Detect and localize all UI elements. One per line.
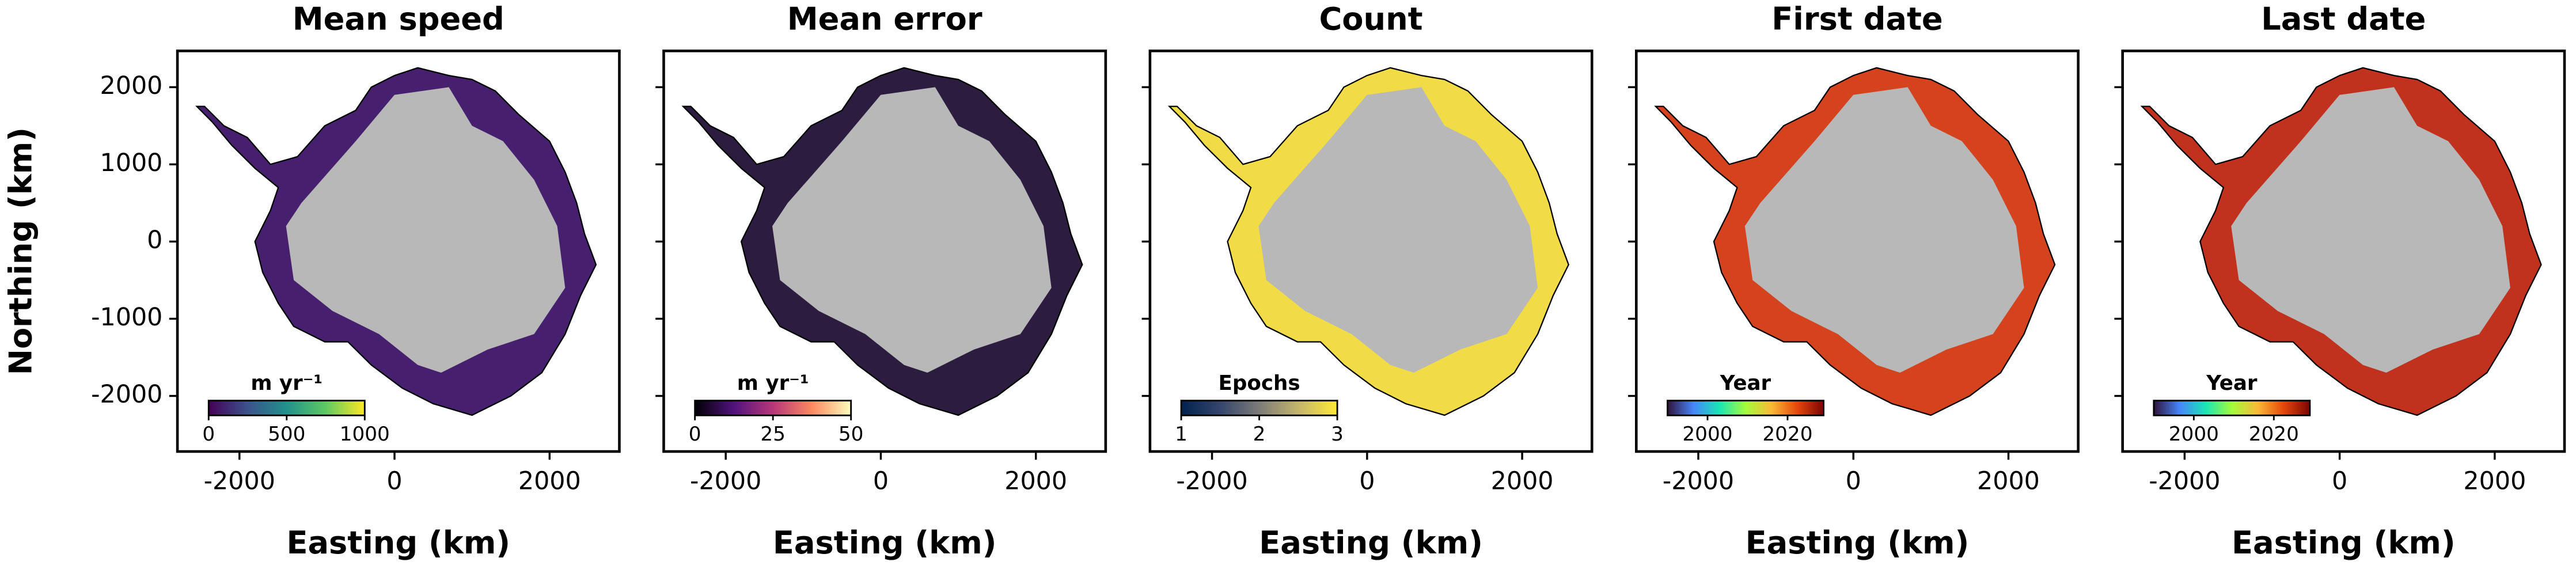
y-tick-label: -2000 [91,380,162,409]
colorbar-label: Year [1720,371,1771,395]
panel-title: Mean speed [293,1,504,37]
colorbar-label: Epochs [1219,371,1300,395]
axes-frame [176,50,621,453]
colorbar [207,400,366,416]
x-tick-label: -2000 [1176,467,1247,496]
no-data-region [772,87,1052,373]
panel: Mean error Easting (km) -2000 0 2000 m yr⁻¹ 0 2… [655,1,1107,561]
panel-title: Last date [2261,1,2426,37]
x-tick-label: 0 [2332,467,2347,496]
panel: First date Easting (km) -2000 0 2000 Year 2000… [1628,1,2080,561]
y-axis-label: Northing (km) [3,127,39,375]
coastline [195,67,597,416]
no-data-region [2231,87,2510,373]
x-axis-label: Easting (km) [773,525,997,561]
coastline [681,67,1083,416]
panel-title: Count [1319,1,1423,37]
no-data-region [1744,87,2024,373]
y-tick-label: 1000 [100,149,163,177]
x-tick-label: 0 [873,467,889,496]
colorbar-tick-label: 0 [689,423,701,446]
colorbar-tick-label: 2000 [1682,423,1732,446]
x-tick-label: 2000 [1004,467,1067,496]
x-tick-label: 0 [1359,467,1375,496]
colorbar [694,400,852,416]
colorbar-tick-label: 50 [839,423,864,446]
x-tick-label: 2000 [1491,467,1554,496]
x-tick-label: 0 [1846,467,1861,496]
coastline [2140,67,2542,416]
x-tick-label: 2000 [2463,467,2526,496]
x-tick-label: -2000 [690,467,761,496]
colorbar-tick-label: 0 [202,423,215,446]
colorbar [2153,400,2311,416]
colorbar [1667,400,1824,416]
x-axis-label: Easting (km) [1259,525,1483,561]
colorbar-tick-label: 2 [1253,423,1266,446]
colorbar-label: m yr⁻¹ [251,371,323,395]
x-tick-label: 2000 [1977,467,2040,496]
panel-title: First date [1771,1,1943,37]
colorbar-tick-label: 3 [1331,423,1344,446]
y-tick-label: 2000 [100,71,163,100]
x-axis-label: Easting (km) [1746,525,1970,561]
no-data-region [1258,87,1538,373]
x-axis-label: Easting (km) [2232,525,2456,561]
colorbar-tick-label: 1 [1175,423,1188,446]
x-tick-label: 2000 [518,467,581,496]
colorbar-tick-label: 2000 [2169,423,2219,446]
colorbar-tick-label: 25 [760,423,786,446]
x-tick-label: -2000 [204,467,275,496]
coastline [1167,67,1569,416]
panel-title: Mean error [787,1,982,37]
colorbar-tick-label: 500 [268,423,305,446]
y-tick-label: -1000 [91,303,162,332]
axes-frame [1148,50,1594,453]
colorbar-label: m yr⁻¹ [737,371,809,395]
panel: Count Easting (km) -2000 0 2000 Epochs 1 2 3 [1141,1,1594,561]
colorbar-tick-label: 2020 [1762,423,1812,446]
y-tick-label: 0 [147,226,162,255]
colorbar-label: Year [2206,371,2258,395]
no-data-region [286,87,566,373]
x-axis-label: Easting (km) [286,525,510,561]
panel: Mean speed Easting (km) -2000 0 2000 -2000 -10… [3,1,621,561]
axes-frame [662,50,1107,453]
x-tick-label: 0 [386,467,402,496]
x-tick-label: -2000 [1663,467,1734,496]
colorbar [1180,400,1338,416]
coastline [1654,67,2056,416]
panel: Last date Easting (km) -2000 0 2000 Year 2000 2… [2114,1,2566,561]
axes-frame [1634,50,2080,453]
axes-frame [2121,50,2566,453]
colorbar-tick-label: 2020 [2249,423,2299,446]
colorbar-tick-label: 1000 [340,423,390,446]
x-tick-label: -2000 [2149,467,2220,496]
